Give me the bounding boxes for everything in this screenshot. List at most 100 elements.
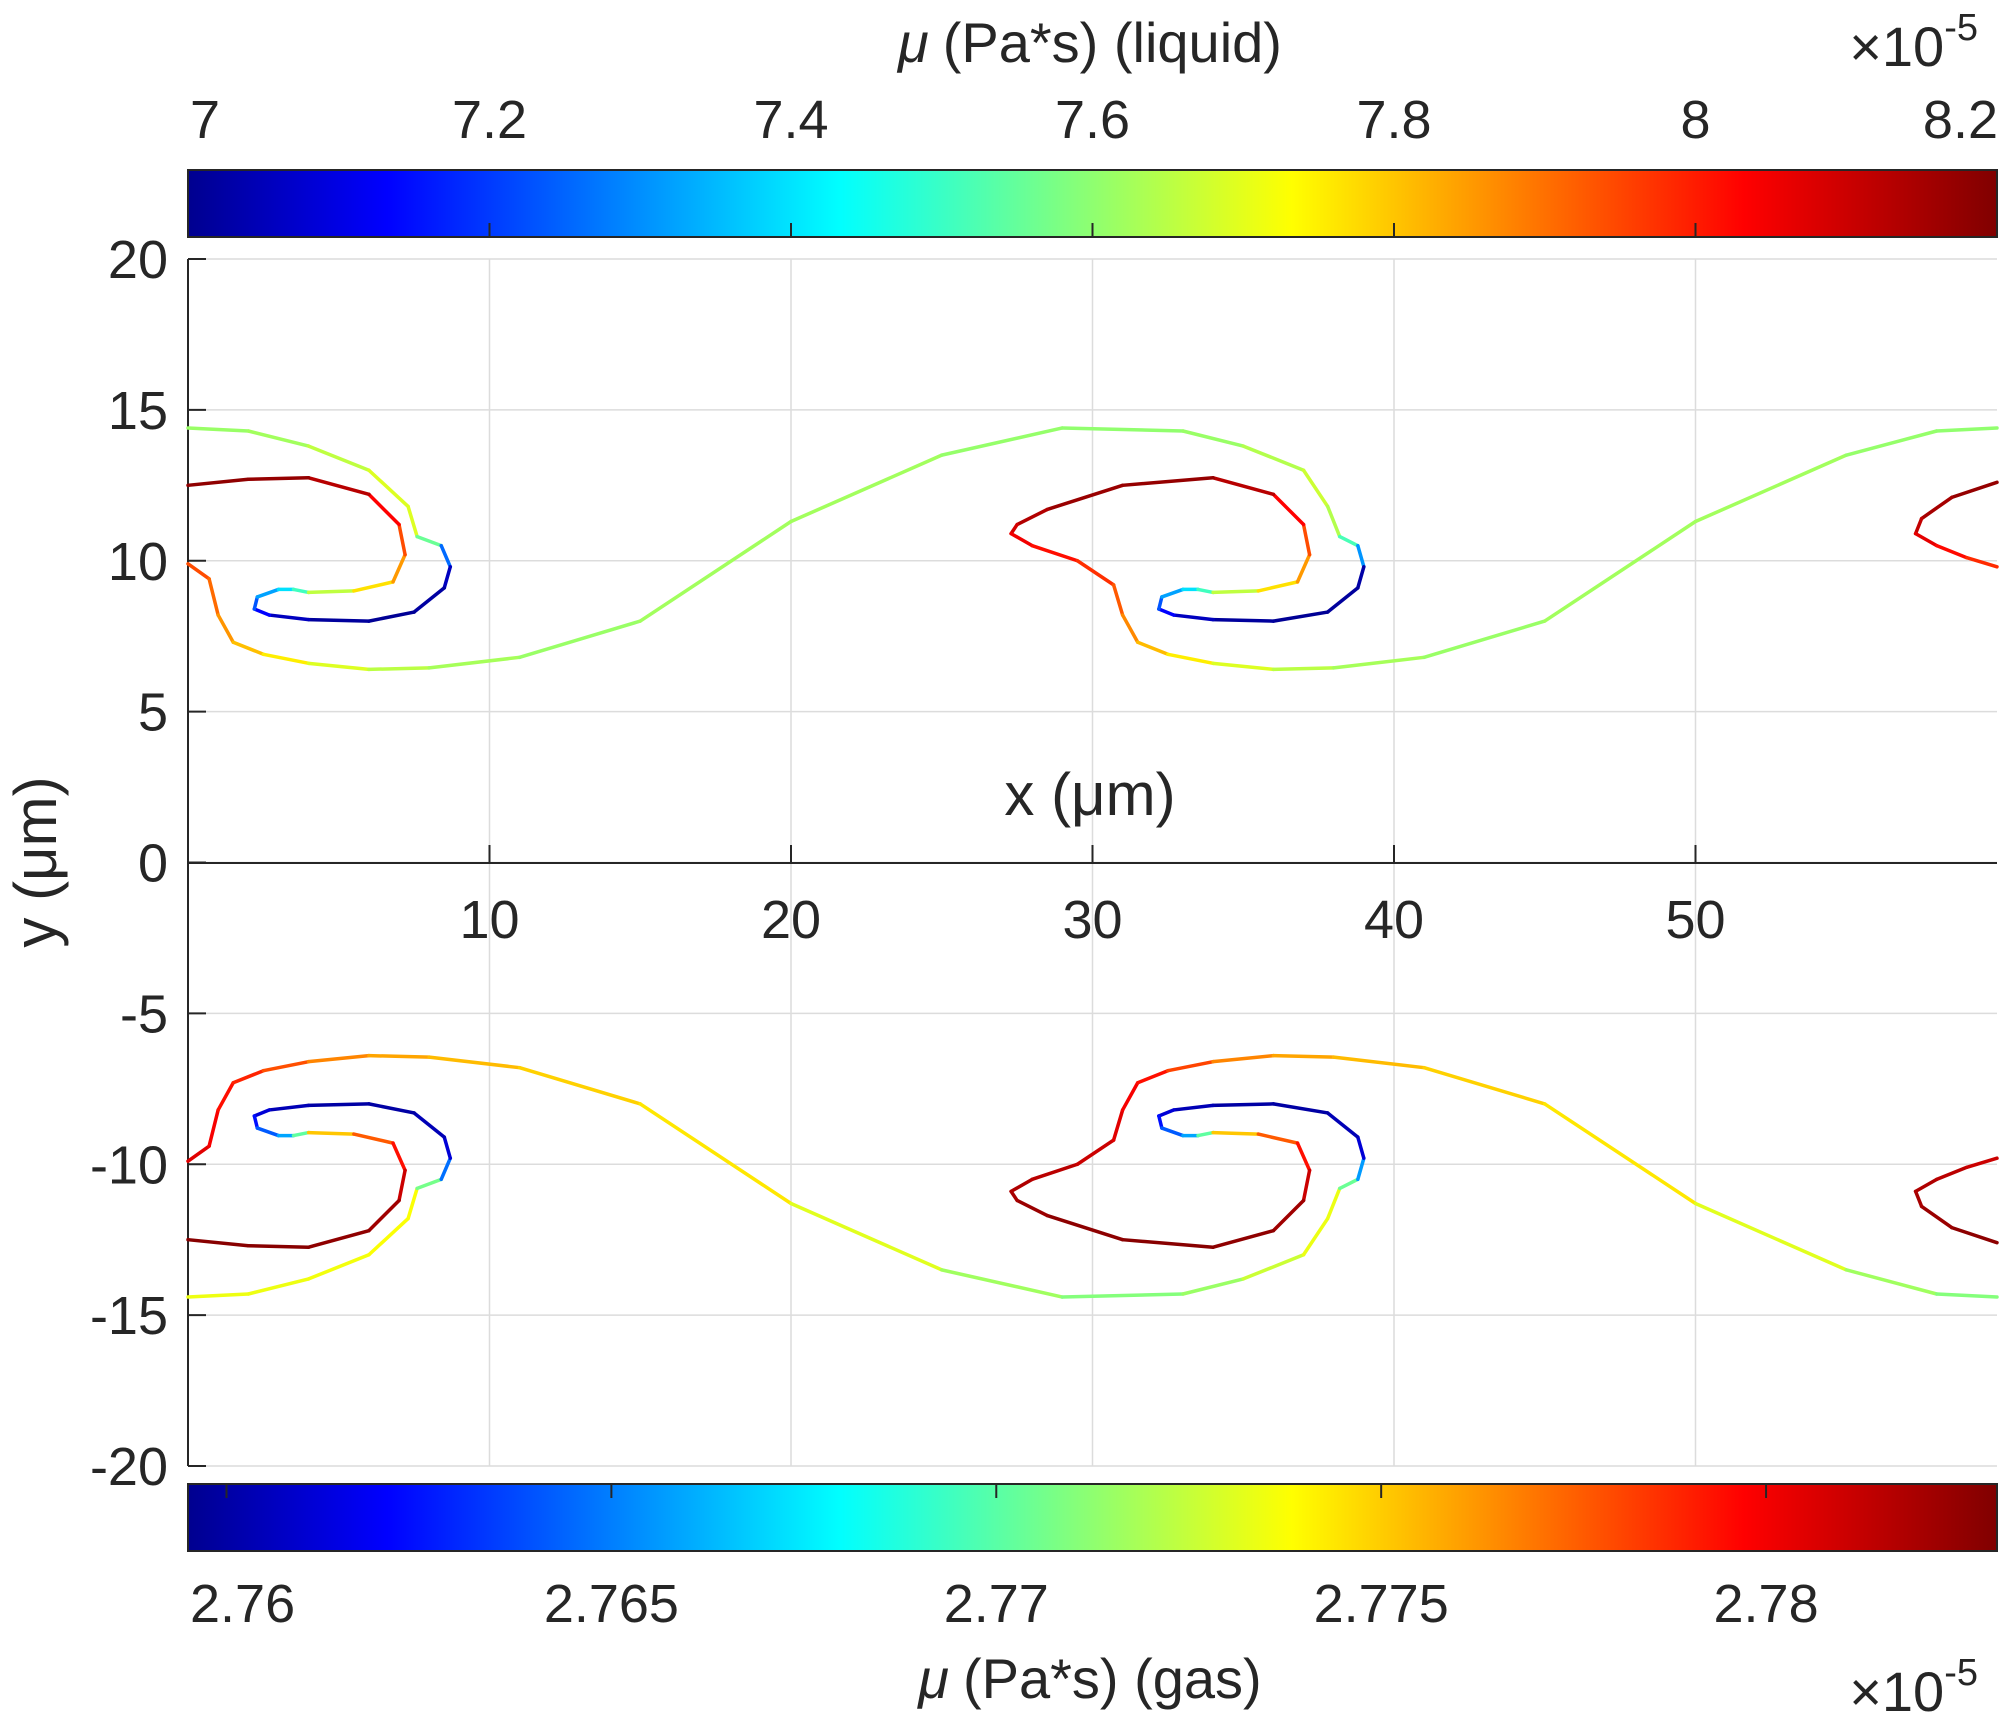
interface-curve [1009, 1053, 1999, 1299]
curve-segment [255, 1126, 281, 1138]
curve-segment [1325, 504, 1342, 539]
curve-segment [1045, 1213, 1125, 1242]
curve-segment [291, 587, 311, 595]
x-axis-label: x (μm) [1004, 761, 1175, 828]
curve-segment [352, 580, 395, 593]
colorbar-liquid: μ (Pa*s) (liquid) ×10-5 7 7.2 7.4 7.6 7.8 8 8.2 [187, 7, 1998, 238]
curve-segment [1422, 619, 1547, 660]
curve-segment [352, 1132, 395, 1145]
curve-segment [1009, 1177, 1034, 1194]
curve-segment [1075, 1138, 1116, 1166]
colorbar-liquid-label: μ (Pa*s) (liquid) [896, 11, 1282, 74]
curve-segment [517, 619, 642, 660]
curve-segment [367, 468, 410, 509]
curve-segment [1271, 610, 1330, 623]
curve-segment [246, 476, 311, 482]
curve-segment [1015, 507, 1050, 527]
curve-segment [252, 607, 272, 617]
curve-segment [367, 1053, 431, 1059]
curve-segment [391, 1141, 407, 1173]
curve-segment [1543, 1102, 1698, 1206]
curve-segment [261, 652, 311, 666]
curve-segment [1356, 565, 1366, 590]
curve-segment [1211, 589, 1261, 595]
x-tick-label: 40 [1364, 890, 1424, 950]
curve-segment [207, 1108, 220, 1148]
curve-segment [1160, 1126, 1185, 1138]
colorbar-liquid-tick-label: 7.8 [1356, 90, 1431, 150]
curve-segment [1111, 583, 1125, 617]
curve-segment [1301, 468, 1330, 509]
curve-segment [1271, 666, 1336, 672]
curve-segment [1934, 543, 1969, 560]
curve-segment [1693, 453, 1848, 524]
curve-segment [186, 1237, 251, 1248]
curve-segment [406, 1186, 419, 1221]
curve-segment [789, 1201, 944, 1272]
curve-segment [406, 504, 419, 539]
interface-curve [186, 1053, 1366, 1299]
curve-segment [306, 1053, 371, 1064]
curve-segment [1543, 519, 1698, 623]
curve-segment [1965, 1156, 1999, 1170]
colorbar-liquid-multiplier: ×10-5 [1849, 7, 1978, 78]
y-tick-label: -10 [90, 1135, 168, 1195]
colorbar-liquid-tick-label: 8.2 [1923, 90, 1998, 150]
interface-curve [1913, 480, 1999, 569]
curve-segment [261, 1059, 311, 1073]
colorbar-gas-tick-label: 2.77 [944, 1574, 1049, 1634]
x-tick-label: 50 [1665, 890, 1725, 950]
curve-segment [1111, 1108, 1125, 1142]
colorbar-gas-tick-label: 2.775 [1314, 1574, 1449, 1634]
curve-segment [252, 595, 260, 611]
colorbar-gas-tick-label: 2.78 [1714, 1574, 1819, 1634]
curve-segment [306, 589, 356, 595]
curve-segment [306, 444, 371, 472]
y-tick-label: 0 [138, 834, 168, 894]
curve-segment [1271, 1198, 1306, 1233]
curve-segment [415, 1177, 444, 1191]
curve-segment [246, 1277, 311, 1296]
y-tick-label: 15 [108, 381, 168, 441]
curve-segment [1166, 1059, 1215, 1073]
curve-segment [306, 1130, 356, 1136]
interface-curve [186, 426, 1366, 672]
curve-segment [1356, 1135, 1366, 1160]
curve-segment [367, 610, 416, 623]
curve-segment [1337, 1177, 1360, 1191]
curve-segment [1120, 1081, 1140, 1112]
curve-segment [1919, 495, 1954, 521]
curve-segment [1120, 613, 1140, 644]
curve-segment [1009, 531, 1034, 548]
curve-segment [1913, 1189, 1924, 1209]
curve-segment [252, 1108, 272, 1118]
curve-segment [412, 1111, 447, 1139]
colorbar-gas-tick-label: 2.765 [544, 1574, 679, 1634]
curve-segment [1337, 534, 1360, 548]
curve-segment [1325, 586, 1360, 614]
curve-segment [442, 1135, 453, 1160]
curve-segment [1950, 480, 1999, 500]
curve-segment [1301, 1216, 1330, 1257]
colorbar-liquid-tick-label: 7 [190, 90, 220, 150]
curve-segment [1075, 559, 1116, 587]
curve-segment [1422, 1065, 1547, 1106]
curve-segment [1196, 587, 1215, 595]
curve-segment [1181, 429, 1245, 448]
curve-segment [1331, 655, 1426, 670]
curve-segment [397, 1168, 407, 1203]
curve-segment [1934, 1165, 1969, 1182]
colorbar-liquid-tick-label: 7.4 [753, 90, 828, 150]
curve-segment [1913, 531, 1939, 548]
curve-segment [1030, 543, 1080, 563]
curve-segment [186, 1292, 251, 1299]
curve-segment [1196, 1130, 1215, 1138]
curve-segment [1295, 552, 1312, 584]
curve-segment [439, 1156, 453, 1182]
curve-segment [367, 666, 431, 672]
curve-segment [231, 640, 266, 657]
curve-segment [1241, 1253, 1306, 1281]
y-tick-label: -15 [90, 1286, 168, 1346]
curve-segment [1015, 1198, 1050, 1218]
